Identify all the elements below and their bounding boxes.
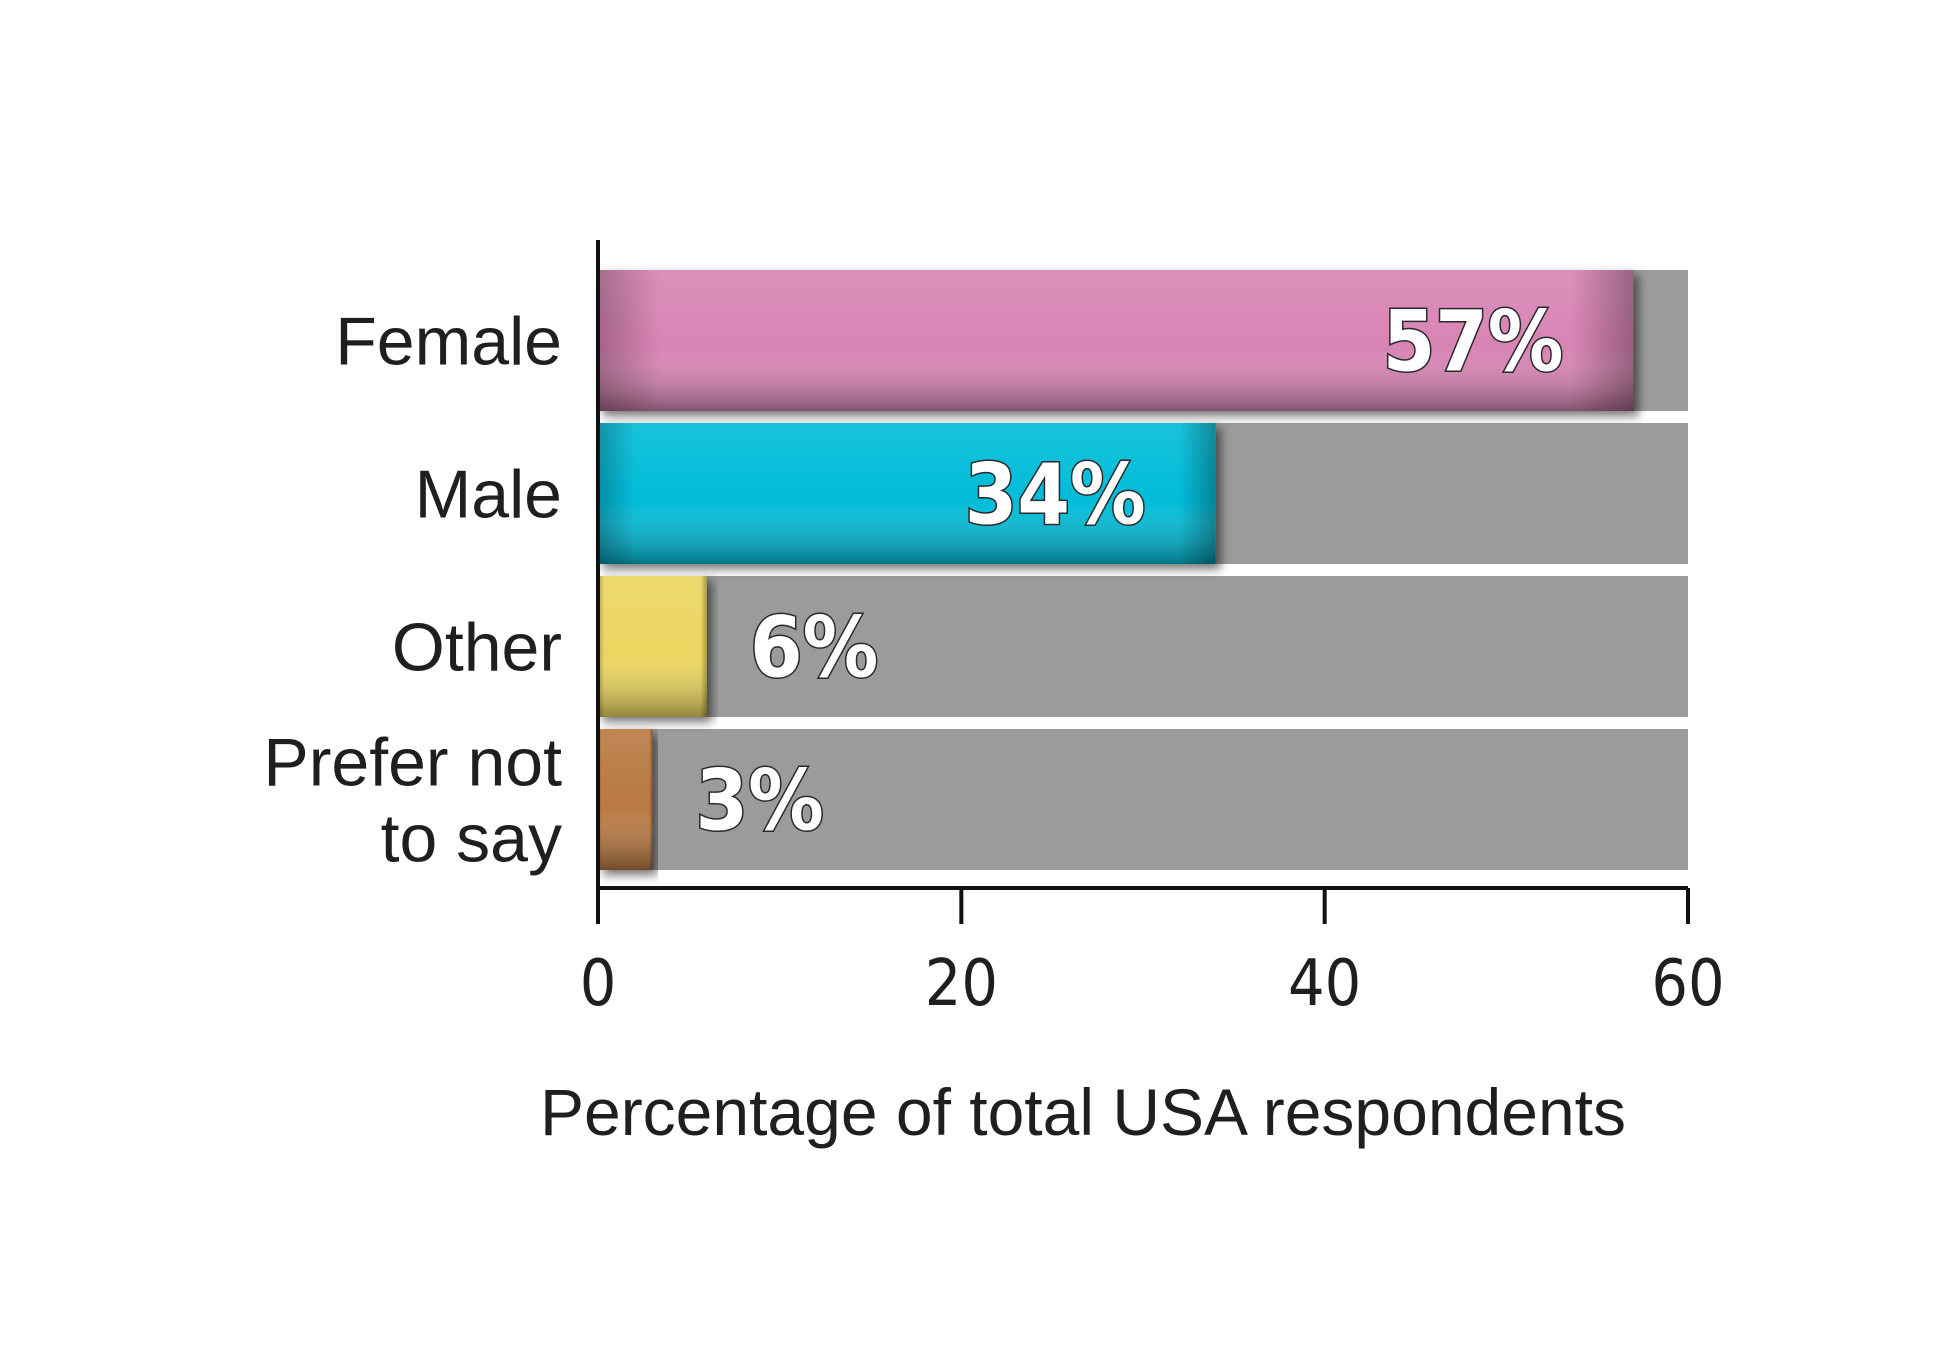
- x-tick-label: 0: [580, 947, 617, 1021]
- value-label: 57%: [1383, 293, 1564, 391]
- bar-edge: [598, 270, 1634, 411]
- category-label: Prefer not: [263, 725, 562, 801]
- bar-edge: [598, 576, 707, 717]
- category-label: to say: [381, 801, 562, 877]
- value-labels: 57% 34% 6% 3%: [694, 291, 1565, 851]
- x-tick-label: 40: [1288, 947, 1361, 1021]
- bar: [598, 576, 707, 717]
- value-label: 6%: [750, 599, 878, 697]
- category-label: Male: [415, 457, 562, 533]
- bar-track: [598, 729, 1688, 870]
- bar-edge: [598, 729, 653, 870]
- x-tick-label: 20: [925, 947, 998, 1021]
- x-axis-ticks: 0 20 40 60: [580, 888, 1725, 1021]
- category-label: Other: [392, 610, 562, 686]
- bar-edge: [598, 423, 1216, 564]
- bar: [598, 270, 1634, 411]
- value-label: 34%: [965, 446, 1146, 544]
- category-label: Female: [335, 304, 562, 380]
- bar: [598, 423, 1216, 564]
- bars: [598, 270, 1634, 870]
- x-tick-label: 60: [1651, 947, 1724, 1021]
- value-label: 3%: [696, 752, 824, 850]
- x-axis-title: Percentage of total USA respondents: [540, 1075, 1626, 1149]
- bar: [598, 729, 653, 870]
- bar-track: [598, 576, 1688, 717]
